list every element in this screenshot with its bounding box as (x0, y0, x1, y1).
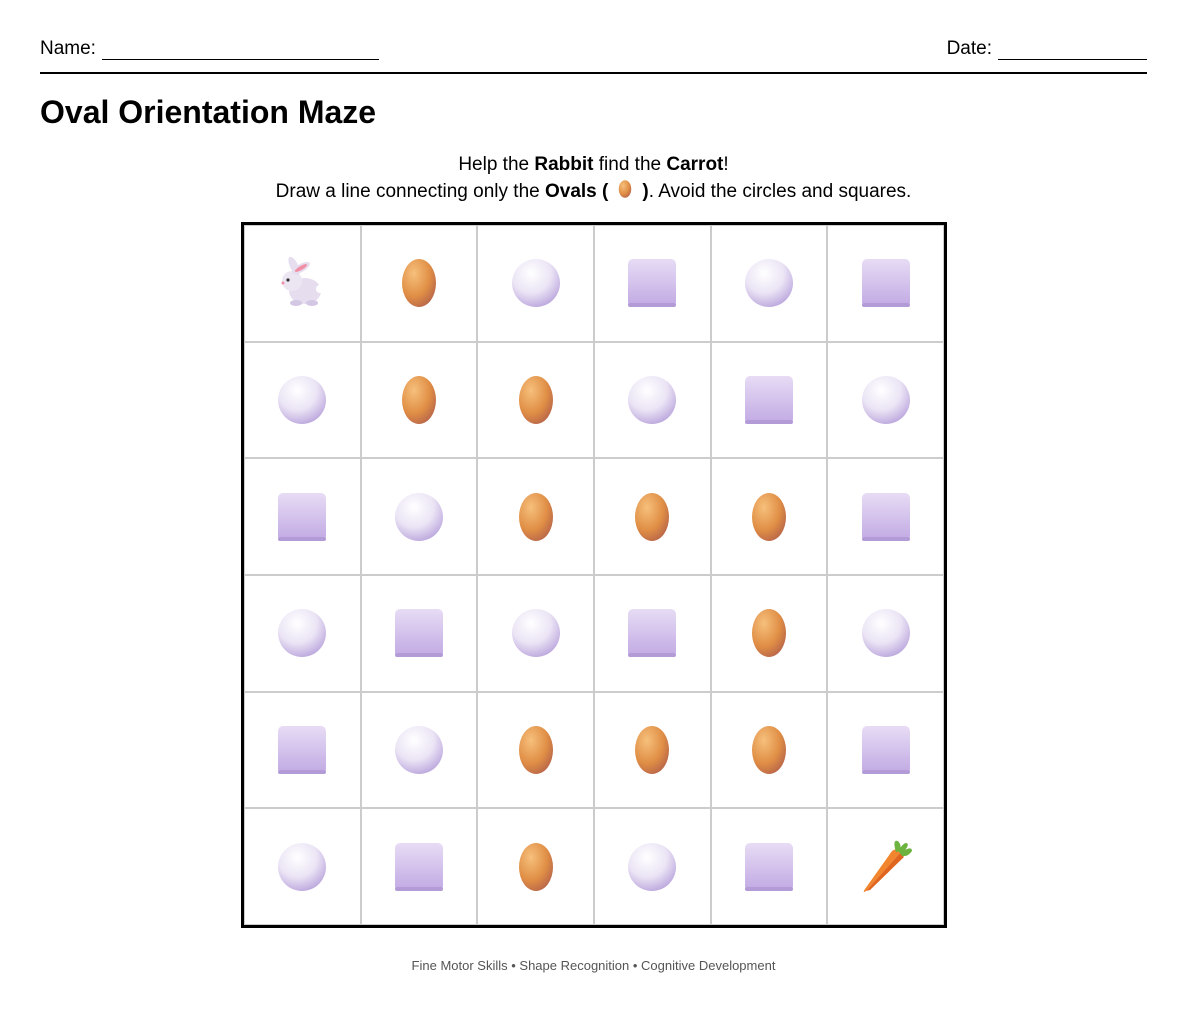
maze-cell (477, 691, 594, 809)
oval-icon (401, 375, 436, 424)
square-icon (861, 259, 910, 308)
maze-cell (360, 341, 478, 459)
oval-icon (751, 609, 786, 658)
maze-cell (710, 574, 828, 692)
maze-cell (360, 574, 478, 692)
date-field: Date: (947, 38, 1147, 60)
square-icon (394, 842, 443, 891)
maze-cell (244, 691, 361, 809)
circle-icon (861, 609, 910, 658)
square-icon (394, 609, 443, 658)
square-icon (861, 725, 910, 774)
maze-cell (827, 808, 944, 925)
oval-icon (635, 725, 670, 774)
square-icon (278, 492, 327, 541)
oval-icon (518, 492, 553, 541)
maze-cell (827, 574, 944, 692)
oval-icon (401, 259, 436, 308)
maze-cell (360, 691, 478, 809)
bold-text: Ovals ( (544, 181, 609, 202)
maze-cell (593, 691, 711, 809)
oval-icon (619, 180, 632, 198)
oval-icon (518, 725, 553, 774)
circle-icon (511, 609, 560, 658)
maze-cell (477, 808, 594, 925)
oval-icon (751, 492, 786, 541)
maze-cell (593, 225, 711, 342)
maze-cell (477, 574, 594, 692)
square-icon (628, 609, 677, 658)
maze-cell (477, 225, 594, 342)
maze-cell (710, 458, 828, 575)
oval-icon (751, 725, 786, 774)
instruction-line: Help the Rabbit find the Carrot! (0, 152, 1187, 178)
maze-cell (593, 574, 711, 692)
bold-text: Rabbit (534, 154, 594, 175)
square-icon (744, 375, 793, 424)
text: ! (723, 154, 729, 175)
circle-icon (861, 375, 910, 424)
maze-cell (710, 691, 828, 809)
title: Oval Orientation Maze (40, 94, 377, 130)
name-label: Name: (40, 38, 96, 59)
bold-text: ) (642, 181, 649, 202)
maze-cell (244, 574, 361, 692)
text: . Avoid the circles and squares. (648, 181, 912, 202)
maze-cell (710, 808, 828, 925)
oval-icon (518, 842, 553, 891)
maze-cell (593, 458, 711, 575)
name-field: Name: (40, 38, 379, 60)
header: Name: Date: (40, 38, 1147, 74)
text: find the (593, 154, 667, 175)
circle-icon (278, 375, 327, 424)
circle-icon (511, 259, 560, 308)
maze-cell (244, 458, 361, 575)
oval-icon (635, 492, 670, 541)
name-blank (101, 39, 379, 60)
maze-cell (827, 458, 944, 575)
bold-text: Carrot (666, 154, 724, 175)
maze-cell (244, 225, 361, 342)
text: Draw a line connecting only the (275, 181, 545, 202)
maze-cell (360, 225, 478, 342)
carrot-icon (863, 840, 912, 892)
maze-cell (360, 808, 478, 925)
maze-cell (710, 341, 828, 459)
maze-cell (593, 341, 711, 459)
square-icon (744, 842, 793, 891)
maze-cell (477, 341, 594, 459)
date-blank (998, 39, 1147, 60)
circle-icon (628, 375, 677, 424)
text: Help the (458, 154, 535, 175)
circle-icon (278, 609, 327, 658)
footer: Fine Motor Skills • Shape Recognition • … (411, 958, 776, 973)
oval-icon (518, 375, 553, 424)
maze-cell (827, 341, 944, 459)
circle-icon (394, 725, 443, 774)
circle-icon (278, 842, 327, 891)
square-icon (861, 492, 910, 541)
instruction-line: Draw a line connecting only the Ovals ()… (0, 178, 1187, 205)
square-icon (278, 725, 327, 774)
maze-cell (827, 691, 944, 809)
rabbit-icon (281, 257, 325, 307)
date-label: Date: (946, 38, 992, 59)
maze-cell (360, 458, 478, 575)
maze-cell (827, 225, 944, 342)
maze-cell (477, 458, 594, 575)
circle-icon (744, 259, 793, 308)
circle-icon (394, 492, 443, 541)
maze-cell (710, 225, 828, 342)
maze-cell (244, 808, 361, 925)
maze-cell (244, 341, 361, 459)
maze-cell (593, 808, 711, 925)
circle-icon (628, 842, 677, 891)
instructions: Help the Rabbit find the Carrot! Draw a l… (0, 152, 1187, 205)
square-icon (628, 259, 677, 308)
maze-grid (241, 222, 947, 928)
